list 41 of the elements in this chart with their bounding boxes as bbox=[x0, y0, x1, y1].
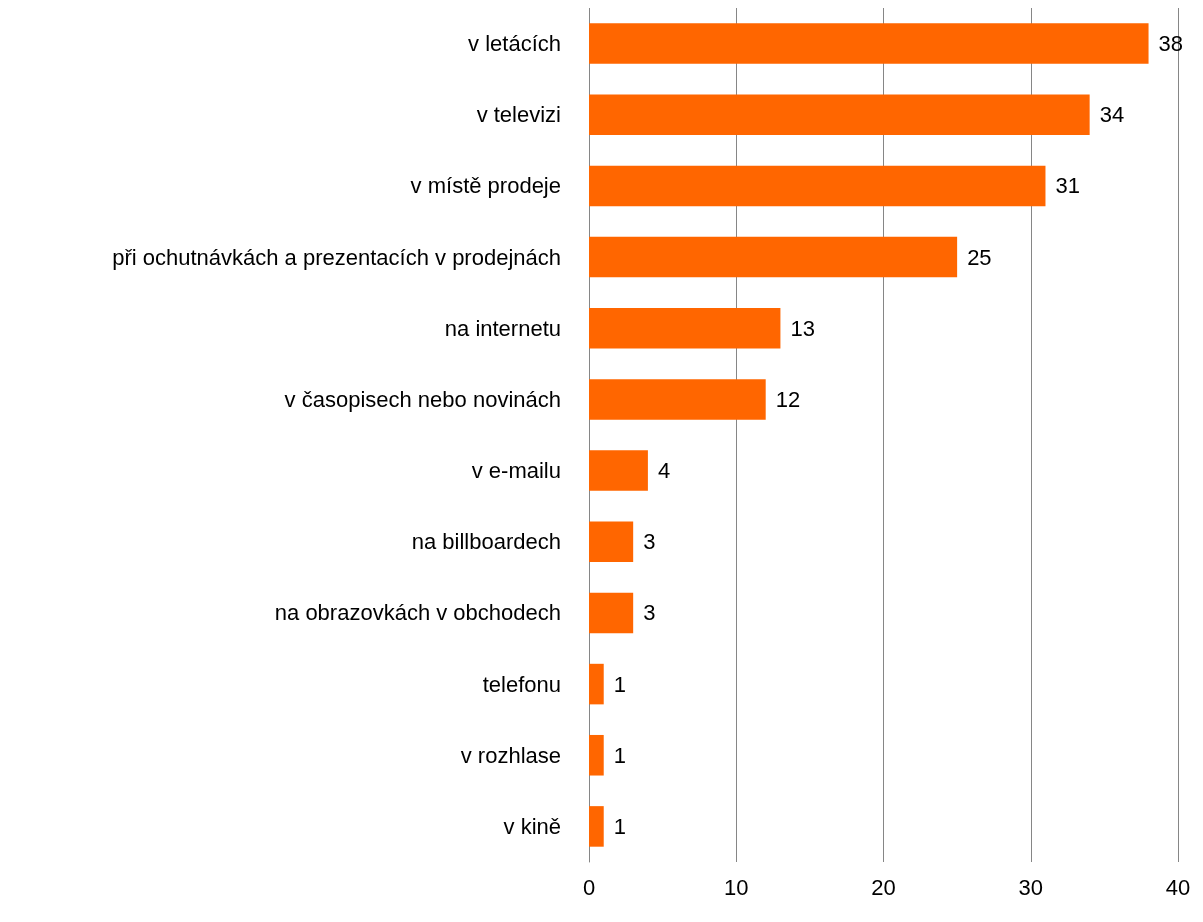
bar bbox=[589, 734, 604, 776]
y-tick-label: v rozhlase bbox=[460, 742, 561, 768]
x-tick-label: 0 bbox=[582, 874, 596, 900]
bar bbox=[589, 521, 634, 563]
bar bbox=[589, 165, 1046, 207]
data-label: 3 bbox=[643, 529, 656, 555]
data-label: 3 bbox=[643, 600, 656, 626]
y-tick-label: při ochutnávkách a prezentacích v prodejnách bbox=[112, 244, 561, 270]
y-tick-label: na obrazovkách v obchodech bbox=[274, 600, 561, 626]
data-label: 1 bbox=[613, 813, 626, 839]
x-tick-label: 10 bbox=[724, 874, 749, 900]
bar bbox=[589, 450, 648, 491]
bar bbox=[589, 23, 1149, 64]
y-tick-label: na billboardech bbox=[411, 529, 561, 555]
y-tick-label: v kině bbox=[503, 813, 561, 839]
data-label: 38 bbox=[1158, 31, 1184, 57]
data-label: 34 bbox=[1099, 102, 1125, 128]
bar bbox=[589, 379, 766, 420]
data-label: 25 bbox=[967, 244, 992, 270]
bar bbox=[589, 94, 1090, 136]
data-label: 1 bbox=[613, 671, 626, 697]
y-tick-label: na internetu bbox=[444, 315, 561, 341]
y-tick-label: v e-mailu bbox=[471, 458, 561, 484]
y-tick-label: v časopisech nebo novinách bbox=[284, 386, 561, 412]
y-tick-label: v letácích bbox=[468, 31, 561, 57]
y-tick-label: v televizi bbox=[476, 102, 561, 128]
bar bbox=[589, 592, 634, 634]
data-label: 12 bbox=[775, 386, 801, 412]
data-label: 13 bbox=[790, 315, 815, 341]
x-tick-label: 20 bbox=[871, 874, 896, 900]
x-tick-label: 30 bbox=[1018, 874, 1043, 900]
bar bbox=[589, 663, 604, 705]
data-label: 31 bbox=[1055, 173, 1080, 199]
y-tick-label: telefonu bbox=[482, 671, 561, 697]
data-label: 4 bbox=[657, 458, 671, 484]
data-label: 1 bbox=[613, 742, 626, 768]
bar bbox=[589, 307, 781, 349]
bar bbox=[589, 806, 604, 847]
bar bbox=[589, 236, 958, 278]
x-tick-label: 40 bbox=[1165, 874, 1191, 900]
y-tick-label: v místě prodeje bbox=[410, 173, 561, 199]
